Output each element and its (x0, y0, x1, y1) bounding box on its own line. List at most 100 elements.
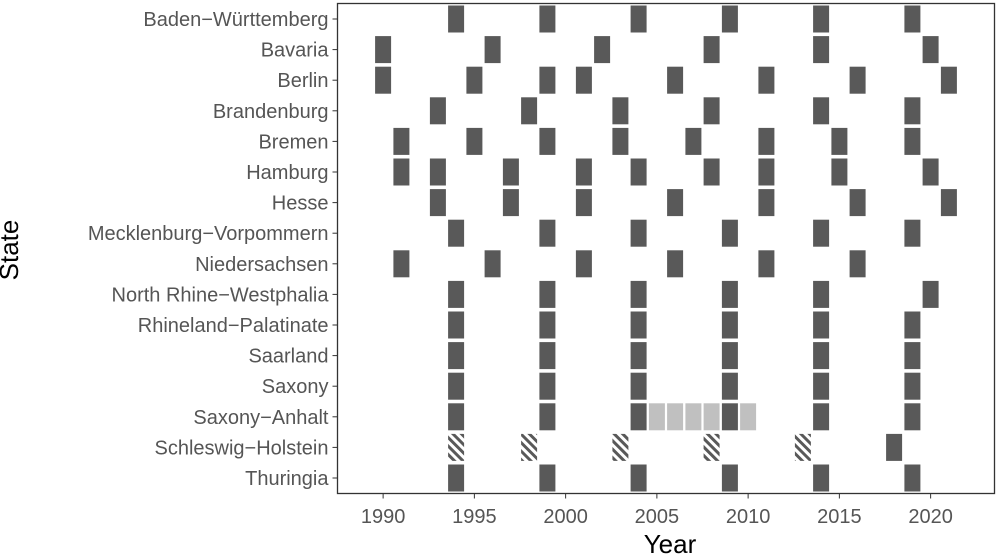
cell-regular-5-2004 (630, 158, 647, 186)
cell-regular-1-1990 (375, 36, 392, 64)
cell-regular-9-2009 (721, 280, 738, 308)
y-tick-label: Mecklenburg−Vorpommern (88, 223, 329, 245)
cell-regular-7-2019 (904, 219, 921, 247)
cell-regular-4-2007 (685, 127, 702, 155)
cell-regular-11-2009 (721, 342, 738, 370)
cell-hatched-14-2013 (794, 433, 811, 461)
cell-regular-2-2016 (849, 66, 866, 94)
cell-regular-3-1993 (429, 97, 446, 125)
cell-regular-0-1999 (539, 5, 556, 33)
cell-regular-4-1995 (466, 127, 483, 155)
cell-regular-13-2019 (904, 403, 921, 431)
cell-regular-2-1999 (539, 66, 556, 94)
cell-regular-6-2006 (667, 189, 684, 217)
cell-extended-13-2005 (648, 403, 665, 431)
cell-regular-5-1991 (393, 158, 410, 186)
cell-regular-12-1994 (448, 372, 465, 400)
cell-regular-12-2004 (630, 372, 647, 400)
cell-regular-9-2020 (922, 280, 939, 308)
cell-regular-2-2021 (940, 66, 957, 94)
cell-regular-11-2004 (630, 342, 647, 370)
y-tick-label: Hamburg (246, 162, 328, 184)
cell-extended-13-2008 (703, 403, 720, 431)
cell-regular-4-2011 (758, 127, 775, 155)
cell-regular-0-2004 (630, 5, 647, 33)
cell-regular-15-2014 (813, 464, 830, 492)
cell-regular-10-2009 (721, 311, 738, 339)
y-tick-label: Saxony (262, 376, 329, 398)
cell-regular-10-2014 (813, 311, 830, 339)
cell-regular-4-1999 (539, 127, 556, 155)
cell-regular-14-2018 (886, 433, 903, 461)
y-tick-label: Thuringia (245, 468, 329, 490)
plot-frame (336, 2, 996, 495)
cell-regular-5-2015 (831, 158, 848, 186)
cell-regular-2-2011 (758, 66, 775, 94)
cell-regular-7-1994 (448, 219, 465, 247)
cell-regular-4-2003 (612, 127, 629, 155)
cell-regular-15-1999 (539, 464, 556, 492)
cell-regular-8-2011 (758, 250, 775, 278)
x-tick-label: 1995 (452, 506, 497, 528)
x-axis: 1990 1995 2000 2005 2010 2015 2020 (361, 493, 953, 528)
cell-regular-4-1991 (393, 127, 410, 155)
cell-regular-9-1999 (539, 280, 556, 308)
cell-regular-8-2001 (575, 250, 592, 278)
cell-layer (375, 5, 957, 492)
cell-regular-13-1999 (539, 403, 556, 431)
cell-regular-3-2014 (813, 97, 830, 125)
y-tick-label: Bavaria (261, 40, 330, 62)
cell-regular-13-2004 (630, 403, 647, 431)
cell-regular-0-2019 (904, 5, 921, 33)
cell-regular-3-2019 (904, 97, 921, 125)
cell-regular-5-2020 (922, 158, 939, 186)
cell-regular-12-2009 (721, 372, 738, 400)
cell-regular-9-1994 (448, 280, 465, 308)
cell-regular-15-2004 (630, 464, 647, 492)
cell-extended-13-2007 (685, 403, 702, 431)
cell-regular-5-2008 (703, 158, 720, 186)
y-tick-label: Saxony−Anhalt (193, 407, 329, 429)
cell-regular-7-2009 (721, 219, 738, 247)
cell-regular-6-2011 (758, 189, 775, 217)
cell-regular-6-1993 (429, 189, 446, 217)
y-tick-label: Hesse (272, 193, 329, 215)
cell-regular-6-2001 (575, 189, 592, 217)
cell-regular-5-2011 (758, 158, 775, 186)
cell-regular-3-2003 (612, 97, 629, 125)
cell-regular-15-1994 (448, 464, 465, 492)
cell-regular-0-2014 (813, 5, 830, 33)
cell-regular-6-1997 (502, 189, 519, 217)
cell-hatched-14-2003 (612, 433, 629, 461)
cell-regular-13-2009 (721, 403, 738, 431)
cell-regular-2-1990 (375, 66, 392, 94)
cell-regular-6-2021 (940, 189, 957, 217)
y-axis: Baden−Württemberg Bavaria Berlin Brandenbur… (88, 9, 338, 490)
y-tick-label: Baden−Württemberg (143, 9, 328, 31)
cell-regular-4-2019 (904, 127, 921, 155)
x-axis-title: Year (644, 529, 697, 555)
x-tick-label: 2020 (908, 506, 953, 528)
cell-regular-13-1994 (448, 403, 465, 431)
cell-extended-13-2010 (740, 403, 757, 431)
cell-regular-8-1996 (484, 250, 501, 278)
cell-regular-0-2009 (721, 5, 738, 33)
y-tick-label: Brandenburg (213, 101, 329, 123)
cell-regular-1-2014 (813, 36, 830, 64)
cell-regular-13-2014 (813, 403, 830, 431)
y-axis-title: State (0, 220, 24, 281)
cell-regular-10-1994 (448, 311, 465, 339)
cell-regular-11-2019 (904, 342, 921, 370)
cell-regular-3-2008 (703, 97, 720, 125)
y-tick-label: Rhineland−Palatinate (138, 315, 329, 337)
cell-regular-9-2004 (630, 280, 647, 308)
cell-regular-2-2001 (575, 66, 592, 94)
cell-regular-1-1996 (484, 36, 501, 64)
cell-regular-8-2006 (667, 250, 684, 278)
cell-regular-8-2016 (849, 250, 866, 278)
cell-regular-9-2014 (813, 280, 830, 308)
cell-regular-1-2008 (703, 36, 720, 64)
cell-regular-7-1999 (539, 219, 556, 247)
x-tick-label: 1990 (361, 506, 406, 528)
cell-regular-12-2019 (904, 372, 921, 400)
